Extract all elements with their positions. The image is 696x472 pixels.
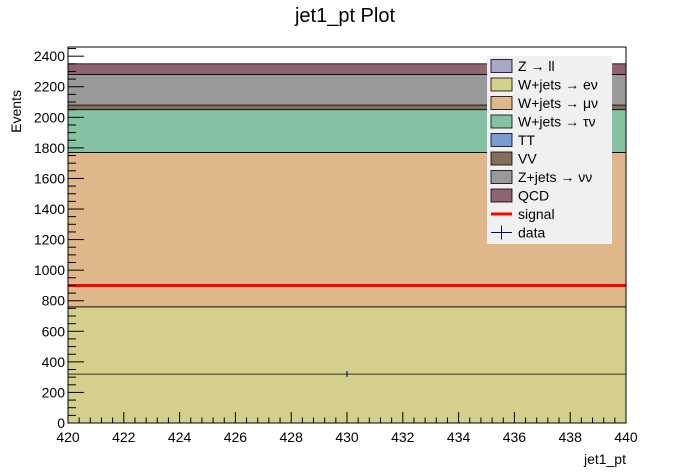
x-axis-label: jet1_pt xyxy=(583,451,626,467)
x-tick-label: 438 xyxy=(559,429,583,445)
x-tick-label: 422 xyxy=(112,429,136,445)
legend-swatch xyxy=(490,170,513,184)
legend: Z → ll W+jets → eν W+jets → μν W+jets → τν T… xyxy=(487,56,612,244)
x-axis: 420 422 424 426 428 430 432 434 436 438 440 xyxy=(56,412,638,445)
legend-label: Z → ll xyxy=(518,58,555,74)
y-tick-label: 200 xyxy=(42,384,66,400)
bar-segment-1 xyxy=(67,306,627,424)
y-tick-label: 1200 xyxy=(34,232,65,248)
y-axis-label: Events xyxy=(8,90,24,133)
legend-swatch xyxy=(490,133,513,147)
x-tick-label: 430 xyxy=(335,429,359,445)
legend-label: signal xyxy=(518,206,555,222)
y-tick-label: 2400 xyxy=(34,48,65,64)
x-tick-label: 440 xyxy=(614,429,638,445)
y-tick-label: 2200 xyxy=(34,79,65,95)
y-tick-label: 0 xyxy=(57,415,65,431)
legend-label: Z+jets → νν xyxy=(518,169,592,185)
legend-label: TT xyxy=(518,132,536,148)
y-axis: 0 200 400 600 800 1000 1200 1400 1600 1800 2000 220… xyxy=(34,48,84,431)
x-tick-label: 436 xyxy=(503,429,527,445)
x-tick-label: 434 xyxy=(447,429,471,445)
overlay-lines xyxy=(68,283,626,378)
x-tick-label: 420 xyxy=(56,429,80,445)
legend-swatch xyxy=(490,59,513,73)
legend-swatch xyxy=(490,77,513,92)
x-tick-label: 432 xyxy=(391,429,415,445)
legend-swatch xyxy=(490,151,513,166)
legend-label: W+jets → eν xyxy=(518,77,598,93)
y-tick-label: 1000 xyxy=(34,262,65,278)
y-tick-label: 1400 xyxy=(34,201,65,217)
legend-label: VV xyxy=(518,151,537,167)
y-tick-label: 2000 xyxy=(34,109,65,125)
legend-label: data xyxy=(518,225,545,241)
legend-swatch xyxy=(490,96,513,110)
y-tick-label: 800 xyxy=(42,293,66,309)
y-tick-label: 400 xyxy=(42,354,66,370)
x-tick-label: 428 xyxy=(280,429,304,445)
x-tick-label: 426 xyxy=(224,429,248,445)
chart-title: jet1_pt Plot xyxy=(294,5,396,27)
legend-label: W+jets → τν xyxy=(518,114,596,130)
legend-swatch xyxy=(490,188,513,203)
legend-swatch xyxy=(490,114,513,129)
legend-label: QCD xyxy=(518,188,549,204)
y-tick-label: 600 xyxy=(42,323,66,339)
legend-label: W+jets → μν xyxy=(518,95,598,111)
y-tick-label: 1800 xyxy=(34,140,65,156)
y-tick-label: 1600 xyxy=(34,170,65,186)
x-tick-label: 424 xyxy=(168,429,192,445)
